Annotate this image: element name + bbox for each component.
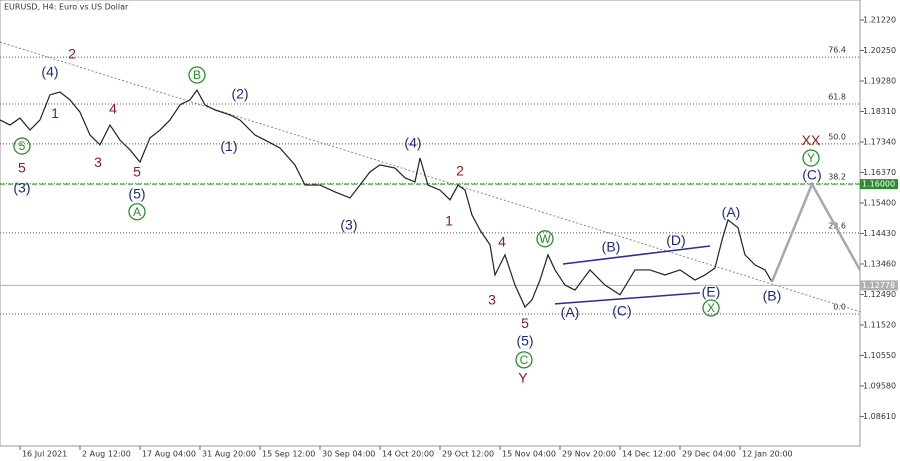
wave-label: Y: [518, 369, 528, 385]
fib-label: 0.0: [833, 302, 846, 311]
wave-label: (5): [128, 186, 145, 202]
price-line: [0, 88, 773, 309]
wave-label: W: [539, 232, 551, 246]
x-tick-label: 31 Aug 20:00: [202, 450, 256, 459]
wave-circle: [802, 149, 820, 167]
wave-label: 5: [133, 164, 141, 180]
x-tick-label: 14 Dec 12:00: [622, 450, 676, 459]
x-tick-label: 2 Aug 12:00: [82, 450, 131, 459]
wave-label: (C): [802, 167, 821, 183]
fib-label: 23.6: [828, 221, 846, 230]
y-tick-label: 1.09580: [863, 381, 896, 390]
plot-frame: [0, 0, 861, 447]
projection-line: [770, 181, 862, 283]
x-tick-label: 29 Oct 12:00: [442, 450, 494, 459]
wave-label: (E): [702, 284, 721, 300]
wave-label: (4): [404, 135, 421, 151]
trend-line: [562, 245, 711, 265]
fib-label: 38.2: [828, 172, 846, 181]
x-tick-label: 15 Sep 12:00: [262, 450, 315, 459]
wave-label: 1: [445, 213, 453, 229]
y-tick-label: 1.08610: [863, 412, 896, 421]
wave-label: C: [520, 353, 529, 367]
wave-label: (3): [13, 180, 30, 196]
fib-label: 76.4: [828, 46, 846, 55]
wave-label: (C): [612, 303, 631, 319]
y-tick-label: 1.21220: [863, 15, 896, 24]
wave-label: 3: [94, 154, 102, 170]
y-tick-label: 1.20250: [863, 46, 896, 55]
wave-circle: [515, 351, 533, 369]
fib-label: 61.8: [828, 92, 846, 101]
price-tag: [860, 280, 898, 291]
y-tick-label: 1.10550: [863, 351, 896, 360]
wave-label: (4): [41, 64, 58, 80]
wave-circle: [128, 203, 146, 221]
price-tag-label: 1.12778: [862, 281, 895, 290]
x-tick-label: 12 Jan 20:00: [742, 450, 793, 459]
wave-label: 5: [19, 139, 26, 153]
y-tick-label: 1.16370: [863, 168, 896, 177]
y-tick-label: 1.15400: [863, 198, 896, 207]
wave-label: 1: [51, 105, 59, 121]
x-tick-label: 30 Sep 04:00: [322, 450, 375, 459]
fib-label: 50.0: [828, 132, 846, 141]
y-tick-label: 1.17340: [863, 137, 896, 146]
wave-label: 2: [68, 46, 76, 62]
wave-label: X: [707, 301, 715, 315]
chart-title: EURUSD, H4: Euro vs US Dollar: [4, 3, 129, 12]
y-tick-label: 1.13460: [863, 259, 896, 268]
x-tick-label: 29 Dec 04:00: [682, 450, 736, 459]
wave-label: 4: [498, 234, 506, 250]
wave-label: (3): [340, 217, 357, 233]
wave-label: 5: [521, 315, 529, 331]
wave-label: 3: [488, 292, 496, 308]
x-tick-label: 15 Nov 04:00: [502, 450, 556, 459]
wave-label: (2): [231, 86, 248, 102]
y-tick-label: 1.19280: [863, 76, 896, 85]
trend-line: [554, 292, 701, 305]
x-tick-label: 16 Jul 2021: [22, 450, 67, 459]
wave-label: XX: [802, 132, 821, 148]
wave-circle: [702, 299, 720, 317]
wave-label: (B): [602, 239, 621, 255]
wave-circle: [188, 66, 206, 84]
x-tick-label: 14 Oct 20:00: [382, 450, 434, 459]
wave-label: (5): [516, 333, 533, 349]
wave-label: (B): [763, 288, 782, 304]
wave-label: B: [193, 68, 201, 82]
wave-label: (A): [722, 204, 741, 220]
y-tick-label: 1.12490: [863, 290, 896, 299]
wave-label: (A): [561, 304, 580, 320]
y-tick-label: 1.14430: [863, 229, 896, 238]
wave-label: 2: [456, 163, 464, 179]
wave-label: 5: [18, 159, 26, 175]
wave-label: (1): [220, 138, 237, 154]
y-tick-label: 1.18310: [863, 107, 896, 116]
wave-circle: [536, 230, 554, 248]
price-tag-label: 1.16000: [862, 180, 895, 189]
wave-label: 4: [109, 101, 117, 117]
y-tick-label: 1.11520: [863, 320, 896, 329]
wave-label: A: [133, 205, 141, 219]
price-tag: [860, 179, 898, 190]
wave-label: Y: [807, 151, 815, 165]
wave-label: (D): [666, 232, 685, 248]
x-tick-label: 17 Aug 04:00: [142, 450, 196, 459]
x-tick-label: 29 Nov 20:00: [562, 450, 616, 459]
wave-circle: [13, 137, 31, 155]
